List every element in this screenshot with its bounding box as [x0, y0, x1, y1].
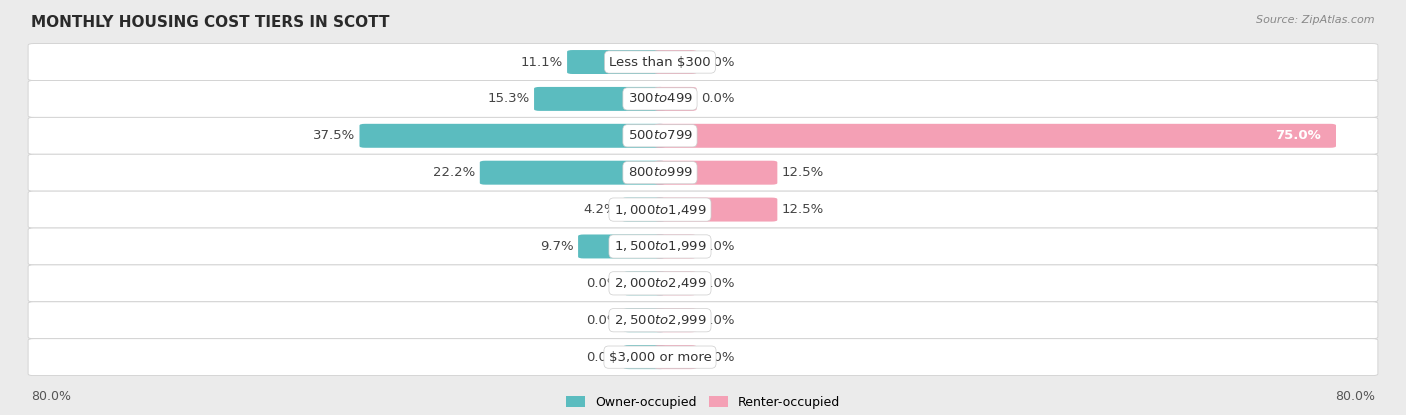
- Text: $300 to $499: $300 to $499: [627, 93, 693, 105]
- Text: $1,000 to $1,499: $1,000 to $1,499: [613, 203, 706, 217]
- Legend: Owner-occupied, Renter-occupied: Owner-occupied, Renter-occupied: [567, 396, 839, 409]
- FancyBboxPatch shape: [479, 161, 665, 185]
- Text: 80.0%: 80.0%: [31, 390, 70, 403]
- Text: 80.0%: 80.0%: [1336, 390, 1375, 403]
- FancyBboxPatch shape: [28, 228, 1378, 265]
- FancyBboxPatch shape: [360, 124, 665, 148]
- FancyBboxPatch shape: [28, 302, 1378, 339]
- Text: 0.0%: 0.0%: [700, 351, 734, 364]
- Text: $3,000 or more: $3,000 or more: [609, 351, 711, 364]
- FancyBboxPatch shape: [621, 198, 665, 222]
- FancyBboxPatch shape: [654, 161, 778, 185]
- Text: $800 to $999: $800 to $999: [627, 166, 693, 179]
- FancyBboxPatch shape: [654, 198, 778, 222]
- FancyBboxPatch shape: [28, 44, 1378, 81]
- FancyBboxPatch shape: [623, 345, 665, 369]
- Text: Less than $300: Less than $300: [609, 56, 711, 68]
- Text: 0.0%: 0.0%: [700, 314, 734, 327]
- Text: 0.0%: 0.0%: [700, 56, 734, 68]
- Text: 22.2%: 22.2%: [433, 166, 475, 179]
- FancyBboxPatch shape: [623, 308, 665, 332]
- FancyBboxPatch shape: [567, 50, 665, 74]
- FancyBboxPatch shape: [654, 87, 696, 111]
- FancyBboxPatch shape: [654, 234, 696, 259]
- Text: 9.7%: 9.7%: [540, 240, 574, 253]
- Text: $1,500 to $1,999: $1,500 to $1,999: [613, 239, 706, 254]
- Text: 11.1%: 11.1%: [520, 56, 562, 68]
- Text: 0.0%: 0.0%: [700, 277, 734, 290]
- Text: $500 to $799: $500 to $799: [627, 129, 693, 142]
- FancyBboxPatch shape: [28, 81, 1378, 117]
- Text: Source: ZipAtlas.com: Source: ZipAtlas.com: [1257, 15, 1375, 24]
- Text: 37.5%: 37.5%: [314, 129, 356, 142]
- Text: 0.0%: 0.0%: [586, 277, 619, 290]
- Text: 0.0%: 0.0%: [700, 240, 734, 253]
- Text: 12.5%: 12.5%: [782, 203, 824, 216]
- FancyBboxPatch shape: [534, 87, 665, 111]
- Text: MONTHLY HOUSING COST TIERS IN SCOTT: MONTHLY HOUSING COST TIERS IN SCOTT: [31, 15, 389, 29]
- FancyBboxPatch shape: [28, 339, 1378, 376]
- FancyBboxPatch shape: [28, 117, 1378, 154]
- FancyBboxPatch shape: [654, 345, 696, 369]
- FancyBboxPatch shape: [578, 234, 665, 259]
- FancyBboxPatch shape: [28, 265, 1378, 302]
- FancyBboxPatch shape: [654, 124, 1336, 148]
- FancyBboxPatch shape: [28, 154, 1378, 191]
- FancyBboxPatch shape: [654, 50, 696, 74]
- FancyBboxPatch shape: [654, 308, 696, 332]
- Text: 12.5%: 12.5%: [782, 166, 824, 179]
- Text: 0.0%: 0.0%: [586, 351, 619, 364]
- FancyBboxPatch shape: [654, 271, 696, 295]
- Text: 15.3%: 15.3%: [488, 93, 530, 105]
- Text: 75.0%: 75.0%: [1275, 129, 1320, 142]
- FancyBboxPatch shape: [623, 271, 665, 295]
- Text: 0.0%: 0.0%: [586, 314, 619, 327]
- FancyBboxPatch shape: [28, 191, 1378, 228]
- Text: $2,500 to $2,999: $2,500 to $2,999: [613, 313, 706, 327]
- Text: 4.2%: 4.2%: [583, 203, 617, 216]
- Text: 0.0%: 0.0%: [700, 93, 734, 105]
- Text: $2,000 to $2,499: $2,000 to $2,499: [613, 276, 706, 290]
